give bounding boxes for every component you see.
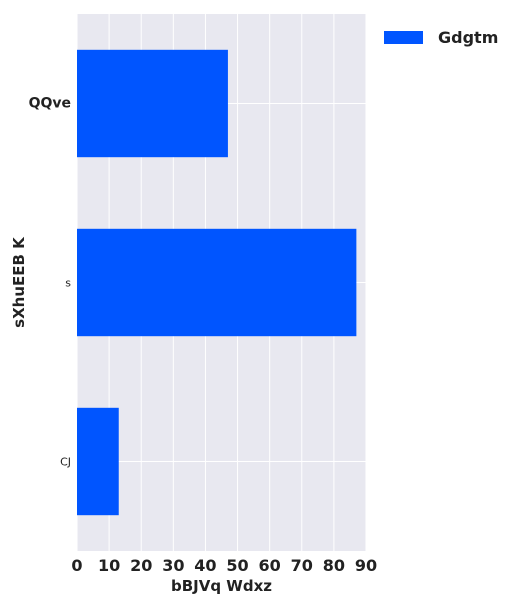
- x-tick-label: 0: [71, 556, 82, 575]
- x-tick-label: 30: [162, 556, 184, 575]
- x-tick-label: 40: [194, 556, 216, 575]
- legend: Gdgtm: [384, 28, 498, 47]
- x-axis-ticks: 0 10 20 30 40 50 60 70 80 90: [71, 556, 377, 575]
- y-axis-ticks: QQve s CJ: [29, 96, 72, 469]
- x-tick-label: 60: [259, 556, 281, 575]
- x-tick-label: 90: [355, 556, 377, 575]
- x-tick-label: 20: [130, 556, 152, 575]
- bars: [77, 49, 357, 516]
- x-tick-label: 70: [291, 556, 313, 575]
- x-tick-label: 10: [98, 556, 120, 575]
- y-tick-label: s: [65, 277, 71, 290]
- y-tick-label: CJ: [60, 456, 71, 469]
- x-tick-label: 50: [226, 556, 248, 575]
- legend-label: Gdgtm: [438, 28, 498, 47]
- legend-swatch: [384, 31, 423, 44]
- y-tick-label: QQve: [29, 96, 71, 112]
- bar-CJ: [77, 407, 119, 516]
- y-axis-label: sXhuEEB K: [10, 236, 28, 328]
- x-axis-label: bBJVq Wdxz: [171, 577, 272, 595]
- bar-QQve: [77, 49, 228, 158]
- bar-s: [77, 228, 357, 337]
- x-tick-label: 80: [323, 556, 345, 575]
